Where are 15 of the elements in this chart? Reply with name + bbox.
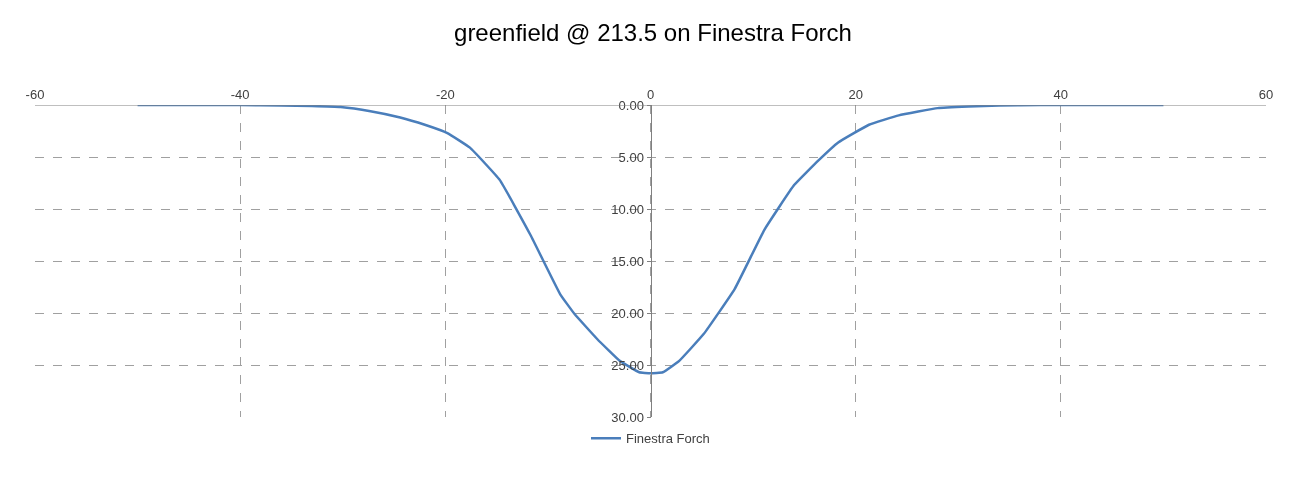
chart-title: greenfield @ 213.5 on Finestra Forch bbox=[454, 18, 852, 46]
x-tick-label: 60 bbox=[1258, 86, 1274, 102]
y-tick-label: 15.00 bbox=[611, 253, 644, 269]
y-tick-label: 10.00 bbox=[611, 201, 644, 217]
x-tick-label: -20 bbox=[435, 86, 455, 102]
x-tick-label: -60 bbox=[25, 86, 45, 102]
y-tick-label: 5.00 bbox=[618, 149, 644, 165]
legend-label: Finestra Forch bbox=[626, 431, 710, 447]
x-tick-label: 40 bbox=[1053, 86, 1069, 102]
x-tick-label: -40 bbox=[230, 86, 250, 102]
y-tick-label: 0.00 bbox=[618, 97, 644, 113]
x-tick-label: 0 bbox=[646, 86, 655, 102]
y-tick-label: 20.00 bbox=[611, 305, 644, 321]
y-tick-label: 30.00 bbox=[611, 409, 644, 425]
x-tick-label: 20 bbox=[848, 86, 863, 102]
